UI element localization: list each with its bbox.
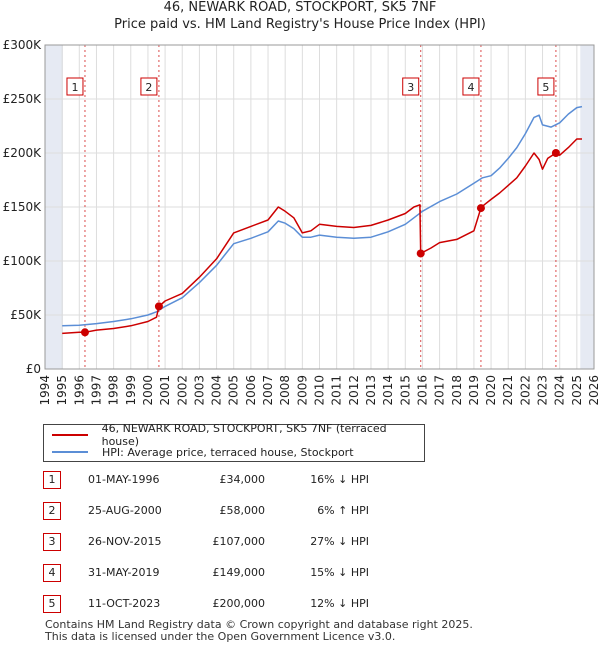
x-tick-label: 2002 <box>175 375 189 406</box>
plot-frame <box>44 44 595 370</box>
sale-number-badge: 1 <box>43 471 61 489</box>
sale-hpi-diff: 12% ↓ HPI <box>310 597 369 610</box>
x-tick-label: 1999 <box>124 375 138 406</box>
sale-point <box>476 204 485 213</box>
y-tick-label: £200K <box>3 146 43 160</box>
x-tick-label: 2009 <box>295 375 309 406</box>
sale-point <box>154 302 163 311</box>
sale-row: 5 11-OCT-2023 £200,000 12% ↓ HPI <box>43 594 463 614</box>
x-tick-label: 2011 <box>330 375 344 406</box>
x-tick-label: 2024 <box>553 375 567 406</box>
x-tick-label: 2018 <box>450 375 464 406</box>
x-tick-label: 2000 <box>141 375 155 406</box>
x-tick-label: 2001 <box>158 375 172 406</box>
legend-item-hpi: HPI: Average price, terraced house, Stoc… <box>52 444 354 460</box>
x-tick-label: 2015 <box>398 375 412 406</box>
x-tick-label: 2026 <box>587 375 600 406</box>
sale-hpi-diff: 6% ↑ HPI <box>317 504 369 517</box>
sale-number-badge: 2 <box>43 502 61 520</box>
legend-swatch-hpi <box>52 451 88 453</box>
y-tick-label: £0 <box>26 362 41 376</box>
sale-hpi-diff: 15% ↓ HPI <box>310 566 369 579</box>
legend-label-hpi: HPI: Average price, terraced house, Stoc… <box>102 445 354 459</box>
chart-subtitle: Price paid vs. HM Land Registry's House … <box>114 17 486 32</box>
sale-marker-label: 2 <box>145 81 152 94</box>
sale-number-badge: 5 <box>43 595 61 613</box>
x-tick-label: 2016 <box>415 375 429 406</box>
sale-date: 25-AUG-2000 <box>88 504 162 517</box>
series-line-price_paid <box>62 138 582 335</box>
sale-hpi-diff: 27% ↓ HPI <box>310 535 369 548</box>
x-tick-label: 2021 <box>501 375 515 406</box>
sale-marker-label: 4 <box>467 81 474 94</box>
x-tick-label: 1996 <box>72 375 86 406</box>
x-tick-label: 2025 <box>570 375 584 406</box>
x-tick-label: 2020 <box>484 375 498 406</box>
x-tick-label: 1995 <box>55 375 69 406</box>
sale-number-badge: 4 <box>43 564 61 582</box>
y-tick-label: £250K <box>3 92 43 106</box>
sale-point <box>416 249 425 258</box>
y-tick-label: £300K <box>3 38 43 52</box>
sale-row: 1 01-MAY-1996 £34,000 16% ↓ HPI <box>43 470 463 490</box>
sale-marker-box <box>462 77 480 96</box>
chart-title: 46, NEWARK ROAD, STOCKPORT, SK5 7NF <box>163 0 437 15</box>
x-tick-label: 2004 <box>210 375 224 406</box>
y-tick-label: £50K <box>10 308 42 322</box>
legend-swatch-price-paid <box>52 434 88 436</box>
x-tick-label: 2007 <box>261 375 275 406</box>
sale-marker-label: 1 <box>71 81 78 94</box>
sale-price: £149,000 <box>212 566 266 579</box>
sale-row: 3 26-NOV-2015 £107,000 27% ↓ HPI <box>43 532 463 552</box>
x-tick-label: 2014 <box>381 375 395 406</box>
x-tick-label: 1994 <box>38 375 52 406</box>
sale-marker-label: 3 <box>407 81 414 94</box>
legend: 46, NEWARK ROAD, STOCKPORT, SK5 7NF (ter… <box>43 422 425 462</box>
sale-date: 01-MAY-1996 <box>88 473 160 486</box>
x-tick-label: 2005 <box>227 375 241 406</box>
y-tick-label: £100K <box>3 254 43 268</box>
sale-date: 26-NOV-2015 <box>88 535 162 548</box>
series-line-hpi <box>62 105 583 327</box>
sale-marker-box <box>402 77 420 96</box>
sale-number-badge: 3 <box>43 533 61 551</box>
sale-row: 4 31-MAY-2019 £149,000 15% ↓ HPI <box>43 563 463 583</box>
sale-price: £200,000 <box>212 597 266 610</box>
x-tick-label: 2022 <box>518 375 532 406</box>
x-tick-label: 1997 <box>89 375 103 406</box>
sale-price: £58,000 <box>219 504 266 517</box>
x-tick-label: 2013 <box>364 375 378 406</box>
sale-hpi-diff: 16% ↓ HPI <box>310 473 369 486</box>
sale-date: 11-OCT-2023 <box>88 597 161 610</box>
sale-date: 31-MAY-2019 <box>88 566 160 579</box>
x-tick-label: 2006 <box>244 375 258 406</box>
sale-marker-box <box>140 77 158 96</box>
sale-marker-box <box>66 77 84 96</box>
sale-point <box>551 149 560 157</box>
sale-price: £34,000 <box>219 473 266 486</box>
x-tick-label: 1998 <box>107 375 121 406</box>
sale-marker-box <box>537 77 555 96</box>
x-tick-label: 2008 <box>278 375 292 406</box>
y-tick-label: £150K <box>3 200 43 214</box>
legend-label-price-paid: 46, NEWARK ROAD, STOCKPORT, SK5 7NF (ter… <box>101 422 387 448</box>
x-tick-label: 2023 <box>536 375 550 406</box>
sale-marker-label: 5 <box>542 81 549 94</box>
x-tick-label: 2017 <box>433 375 447 406</box>
x-tick-label: 2019 <box>467 375 481 406</box>
footer-license: This data is licensed under the Open Gov… <box>45 630 396 643</box>
footer-copyright: Contains HM Land Registry data © Crown c… <box>45 618 473 631</box>
sale-row: 2 25-AUG-2000 £58,000 6% ↑ HPI <box>43 501 463 521</box>
sale-price: £107,000 <box>212 535 266 548</box>
x-tick-label: 2010 <box>313 375 327 406</box>
x-tick-label: 2003 <box>192 375 206 406</box>
sale-point <box>80 328 89 337</box>
x-tick-label: 2012 <box>347 375 361 406</box>
legend-item-price-paid: 46, NEWARK ROAD, STOCKPORT, SK5 7NF (ter… <box>52 422 424 448</box>
